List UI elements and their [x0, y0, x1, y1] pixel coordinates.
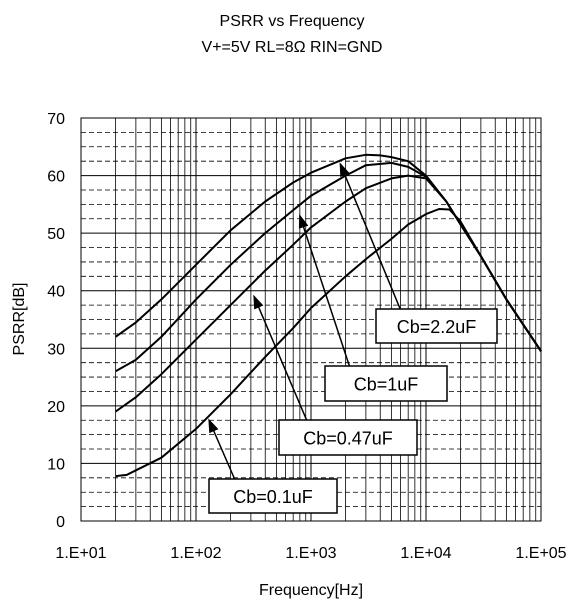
x-tick-label: 1.E+04	[400, 545, 451, 562]
chart-title: PSRR vs Frequency	[220, 13, 365, 30]
y-axis-label: PSRR[dB]	[11, 283, 28, 356]
annotations: Cb=2.2uF Cb=1uF Cb=0.47uF Cb=0.1uF	[208, 162, 498, 514]
plot-area-frame	[80, 117, 542, 522]
annotation-label-cb-1uf: Cb=1uF	[354, 375, 419, 395]
series-line-cb-0-1uf	[115, 208, 542, 478]
annotation-box-cb-2-2uf	[375, 308, 498, 344]
y-tick-label: 70	[47, 111, 65, 128]
annotation-box-cb-1uf	[324, 365, 448, 402]
annotation-label-cb-0-47uf: Cb=0.47uF	[303, 429, 393, 449]
y-tick-label: 60	[47, 169, 65, 186]
y-tick-label: 20	[47, 399, 65, 416]
x-tick-label: 1.E+03	[285, 545, 336, 562]
chart-subtitle: V+=5V RL=8Ω RIN=GND	[202, 39, 383, 56]
axis-ticks: 1.E+01 1.E+02 1.E+03 1.E+04 1.E+05 0 10 20 30 40 5…	[47, 111, 566, 562]
annotation-arrow-cb-1uf	[298, 213, 351, 367]
y-tick-label: 0	[56, 514, 65, 531]
series-line-cb-0-47uf	[115, 174, 542, 413]
annotation-box-cb-0-1uf	[208, 478, 338, 514]
y-tick-label: 30	[47, 341, 65, 358]
x-tick-label: 1.E+01	[55, 545, 106, 562]
x-tick-label: 1.E+02	[170, 545, 221, 562]
y-tick-label: 50	[47, 226, 65, 243]
y-tick-label: 10	[47, 456, 65, 473]
annotation-label-cb-0-1uf: Cb=0.1uF	[233, 487, 313, 507]
x-axis-label: Frequency[Hz]	[259, 582, 363, 599]
annotation-box-cb-0-47uf	[278, 419, 418, 456]
annotation-label-cb-2-2uf: Cb=2.2uF	[397, 317, 477, 337]
annotation-arrow-cb-0-1uf	[208, 418, 236, 480]
series-lines	[115, 153, 542, 478]
y-tick-label: 40	[47, 284, 65, 301]
annotation-arrow-cb-0-47uf	[253, 294, 308, 421]
x-tick-label: 1.E+05	[515, 545, 566, 562]
annotation-arrow-cb-2-2uf	[339, 162, 401, 310]
